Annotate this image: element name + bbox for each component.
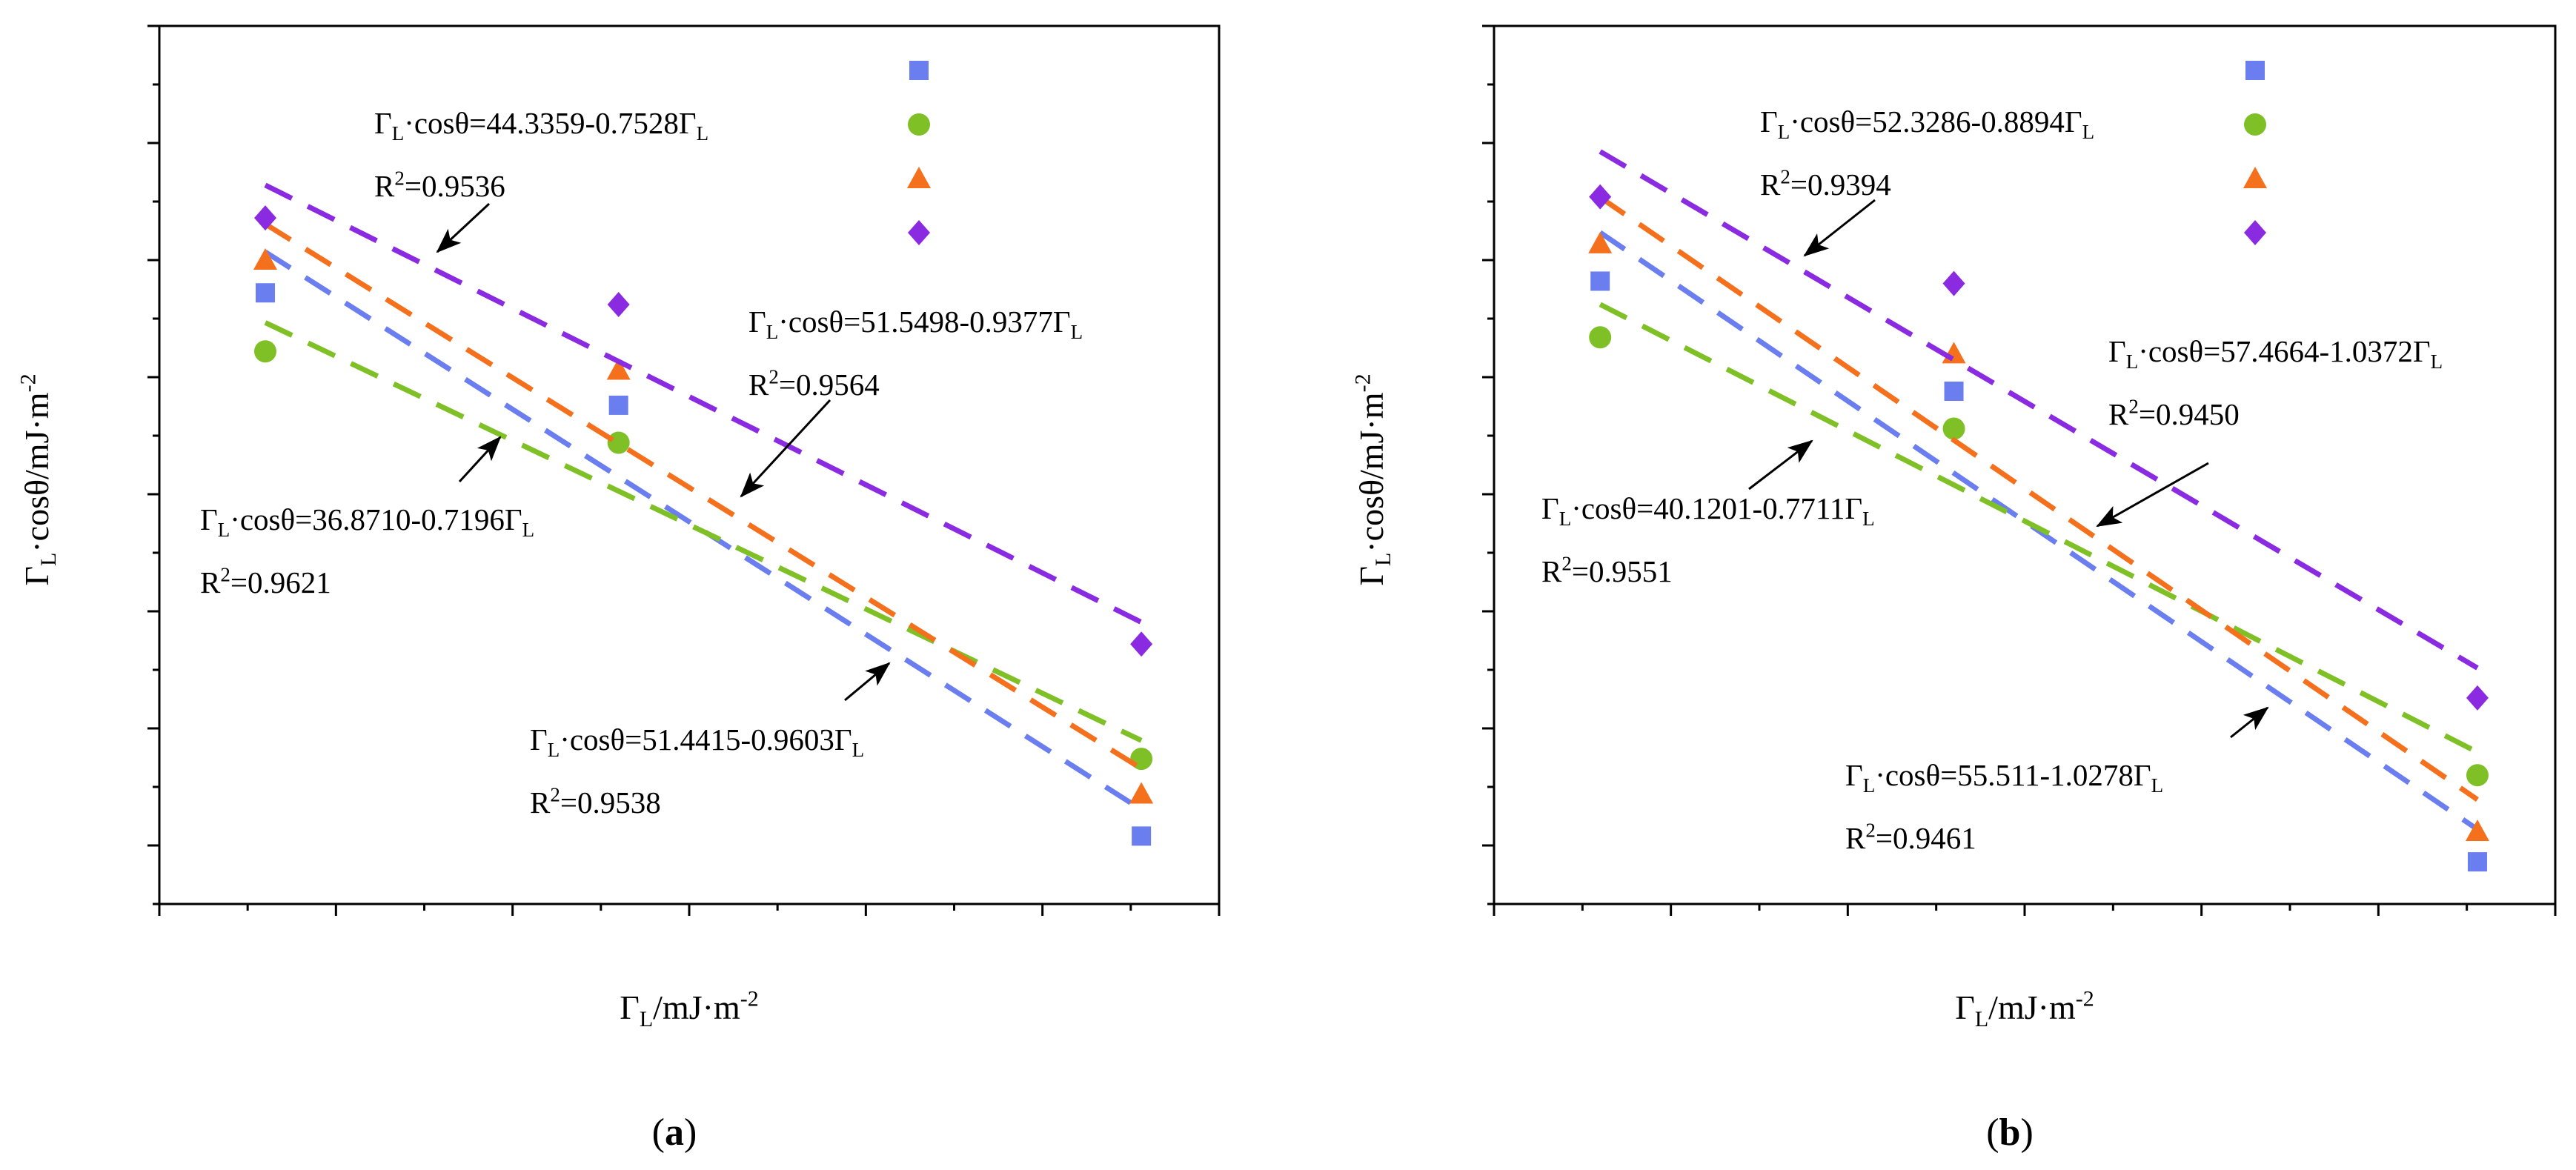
- y-axis-title: ΓL·cosθ/mJ·m-2: [1351, 373, 1396, 585]
- fit-line: [264, 182, 1143, 625]
- legend-marker: [2243, 167, 2267, 188]
- fit-annotation: ΓL·cosθ=51.4415-0.9603ΓL R2=0.9538: [530, 662, 891, 820]
- fit-r-squared: R2=0.9564: [748, 365, 880, 402]
- data-point: [2466, 685, 2489, 711]
- legend-marker: [908, 113, 930, 136]
- annotation-arrow: [2096, 462, 2209, 528]
- fit-line: [1599, 195, 2479, 802]
- fit-equation: ΓL·cosθ=51.5498-0.9377ΓL: [748, 305, 1083, 343]
- fit-r-squared: R2=0.9461: [1845, 819, 1976, 855]
- fit-r-squared: R2=0.9536: [374, 167, 505, 203]
- data-point: [254, 340, 276, 363]
- legend-marker: [2244, 220, 2266, 245]
- fit-r-squared: R2=0.9450: [2108, 395, 2240, 431]
- fit-r-squared: R2=0.9538: [530, 783, 661, 820]
- legend-marker: [2245, 61, 2265, 80]
- x-axis-title: ΓL/mJ·m-2: [620, 987, 758, 1032]
- data-point: [2467, 852, 2487, 872]
- annotation-arrow: [1748, 439, 1813, 491]
- data-point: [2465, 820, 2489, 842]
- legend-marker: [908, 220, 930, 245]
- data-point: [1942, 270, 1965, 296]
- fit-annotation: ΓL·cosθ=51.5498-0.9377ΓL R2=0.9564: [740, 305, 1083, 498]
- fit-line: [264, 222, 1143, 771]
- fit-r-squared: R2=0.9551: [1541, 552, 1673, 588]
- fit-equation: ΓL·cosθ=40.1201-0.7711ΓL: [1541, 491, 1875, 530]
- fit-line: [264, 320, 1143, 743]
- data-point: [608, 395, 628, 415]
- fit-equation: ΓL·cosθ=55.511-1.0278ΓL: [1845, 758, 2163, 797]
- fit-line: [1599, 149, 2479, 671]
- data-point: [1944, 381, 1964, 401]
- panel-caption: (a): [652, 1111, 697, 1154]
- annotation-arrow: [458, 436, 502, 483]
- fit-equation: ΓL·cosθ=36.8710-0.7196ΓL: [200, 502, 534, 541]
- series-g-sbsma: [254, 320, 1153, 771]
- fit-r-squared: R2=0.9394: [1760, 165, 1891, 202]
- fit-line: [1599, 302, 2479, 755]
- fit-annotation: ΓL·cosθ=44.3359-0.7528ΓL R2=0.9536: [374, 106, 708, 253]
- series-cr-sbsma: [253, 222, 1154, 804]
- data-point: [1589, 184, 1612, 210]
- series-pr-sbsma: [254, 182, 1153, 657]
- data-point: [1129, 782, 1154, 804]
- data-point: [1130, 631, 1153, 657]
- data-point: [607, 292, 630, 318]
- fit-equation: ΓL·cosθ=51.4415-0.9603ΓL: [530, 722, 864, 761]
- chart-panel-a: ΓL/mJ·m-2 ΓL·cosθ/mJ·m-2 ΓL·cosθ=44.3359-0…: [16, 24, 1221, 1154]
- fit-equation: ΓL·cosθ=52.3286-0.8894ΓL: [1760, 104, 2094, 143]
- annotation-arrow: [844, 662, 891, 702]
- series-sbsma: [256, 250, 1152, 846]
- data-point: [1588, 231, 1613, 253]
- fit-annotation: ΓL·cosθ=55.511-1.0278ΓL R2=0.9461: [1845, 706, 2269, 855]
- plot-frame: [158, 24, 1221, 905]
- legend: [2243, 61, 2267, 245]
- fit-line: [264, 250, 1143, 812]
- fit-r-squared: R2=0.9621: [200, 563, 331, 599]
- fit-equation: ΓL·cosθ=57.4664-1.0372ΓL: [2108, 334, 2443, 373]
- data-point: [2466, 764, 2489, 787]
- y-axis-title: ΓL·cosθ/mJ·m-2: [16, 373, 62, 585]
- data-point: [1132, 826, 1152, 846]
- data-point: [607, 431, 630, 454]
- annotation-arrow: [436, 202, 491, 253]
- annotation-arrow: [740, 399, 831, 498]
- fit-annotation: ΓL·cosθ=52.3286-0.8894ΓL R2=0.9394: [1760, 104, 2094, 257]
- series-g-sbsma: [1589, 302, 2489, 787]
- data-point: [254, 205, 276, 231]
- data-point: [256, 283, 275, 303]
- fit-annotation: ΓL·cosθ=36.8710-0.7196ΓL R2=0.9621: [200, 436, 534, 599]
- chart-panel-b: ΓL/mJ·m-2 ΓL·cosθ/mJ·m-2 ΓL·cosθ=52.3286-0…: [1351, 24, 2557, 1154]
- fit-annotation: ΓL·cosθ=40.1201-0.7711ΓL R2=0.9551: [1541, 439, 1875, 588]
- legend: [907, 61, 931, 245]
- legend-marker: [2244, 113, 2266, 136]
- legend-marker: [907, 167, 931, 188]
- legend-marker: [909, 61, 929, 80]
- panel-caption: (b): [1986, 1111, 2034, 1154]
- x-axis-title: ΓL/mJ·m-2: [1955, 987, 2094, 1032]
- fit-equation: ΓL·cosθ=44.3359-0.7528ΓL: [374, 106, 708, 144]
- fit-annotation: ΓL·cosθ=57.4664-1.0372ΓL R2=0.9450: [2096, 334, 2443, 528]
- data-point: [1942, 417, 1965, 440]
- data-point: [253, 248, 277, 270]
- data-point: [1590, 271, 1610, 291]
- series-pr-sbsma: [1589, 149, 2489, 711]
- annotation-arrow: [1803, 199, 1876, 257]
- annotation-arrow: [2230, 706, 2269, 739]
- data-point: [606, 358, 631, 380]
- data-point: [1589, 326, 1612, 349]
